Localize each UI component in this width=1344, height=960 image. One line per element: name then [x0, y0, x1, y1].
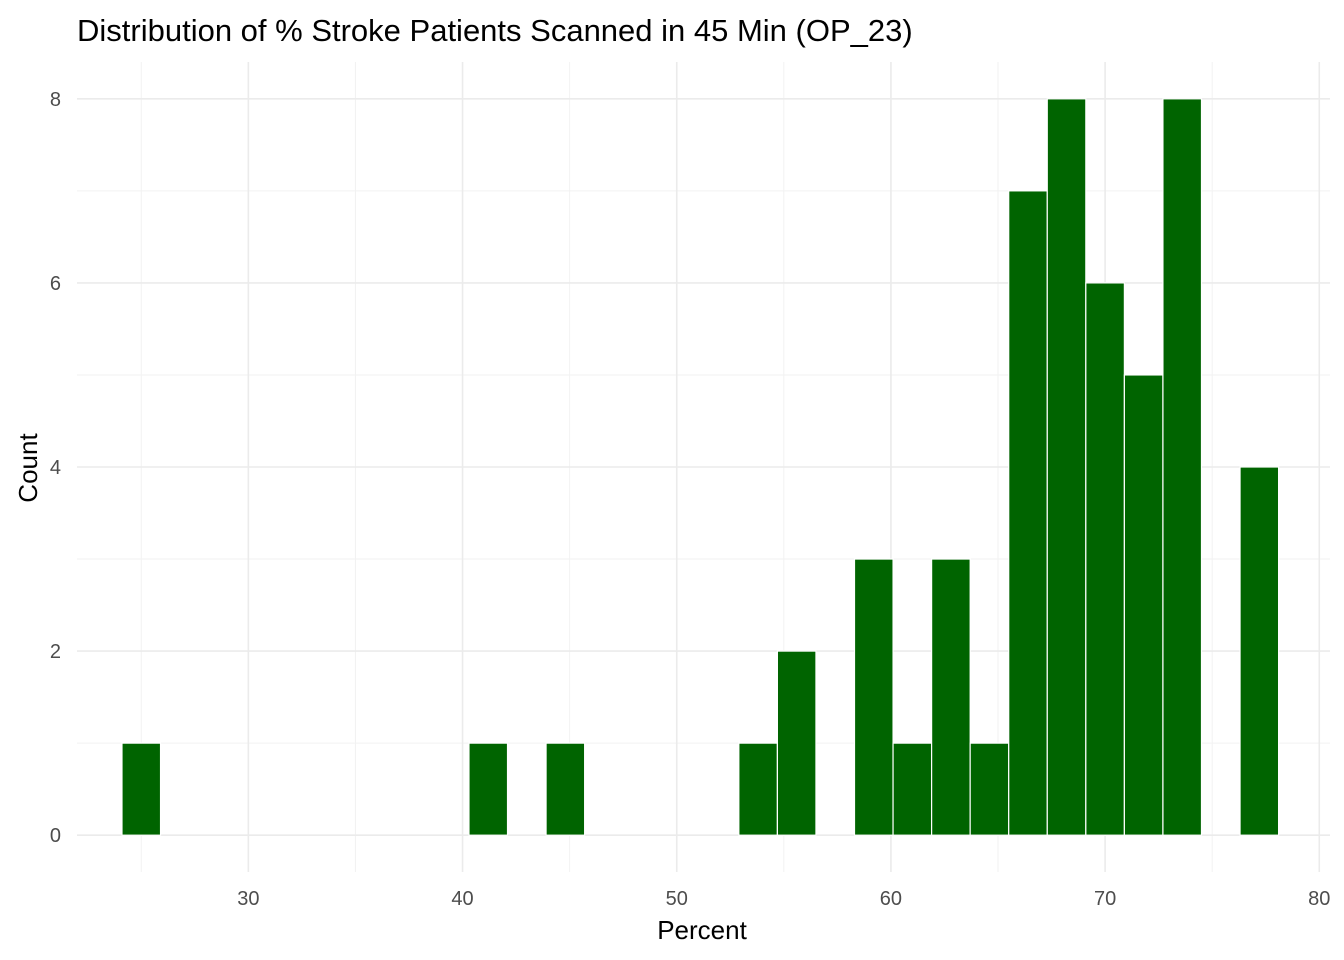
histogram-bar: [545, 742, 586, 836]
histogram-bar: [776, 650, 817, 836]
x-tick-label: 50: [666, 888, 688, 910]
bars: [121, 98, 1280, 836]
x-tick-label: 30: [237, 888, 259, 910]
histogram-bar: [1008, 190, 1048, 836]
histogram-bar: [931, 558, 971, 836]
histogram-bar: [892, 742, 933, 836]
y-axis-title: Count: [13, 433, 43, 503]
histogram-bar: [853, 558, 894, 836]
histogram-bar: [1239, 466, 1280, 836]
x-tick-label: 40: [451, 888, 473, 910]
y-tick-label: 0: [50, 825, 61, 847]
histogram-bar: [1085, 282, 1125, 836]
y-tick-label: 6: [50, 273, 61, 295]
histogram-bar: [121, 742, 162, 836]
histogram-bar: [1162, 98, 1203, 836]
x-axis-ticks: 30 40 50 60 70 80: [237, 888, 1330, 910]
y-tick-label: 4: [50, 457, 61, 479]
y-tick-label: 2: [50, 641, 61, 663]
y-tick-label: 8: [50, 89, 61, 111]
histogram-bar: [969, 742, 1010, 836]
x-tick-label: 70: [1094, 888, 1116, 910]
chart-title: Distribution of % Stroke Patients Scanne…: [77, 13, 913, 48]
histogram-bar: [468, 742, 509, 836]
x-tick-label: 60: [880, 888, 902, 910]
histogram-bar: [1123, 374, 1164, 836]
histogram-bar: [1046, 98, 1087, 836]
x-tick-label: 80: [1308, 888, 1330, 910]
y-axis-ticks: 0 2 4 6 8: [50, 89, 61, 847]
histogram-bar: [738, 742, 778, 836]
x-axis-title: Percent: [657, 915, 747, 945]
